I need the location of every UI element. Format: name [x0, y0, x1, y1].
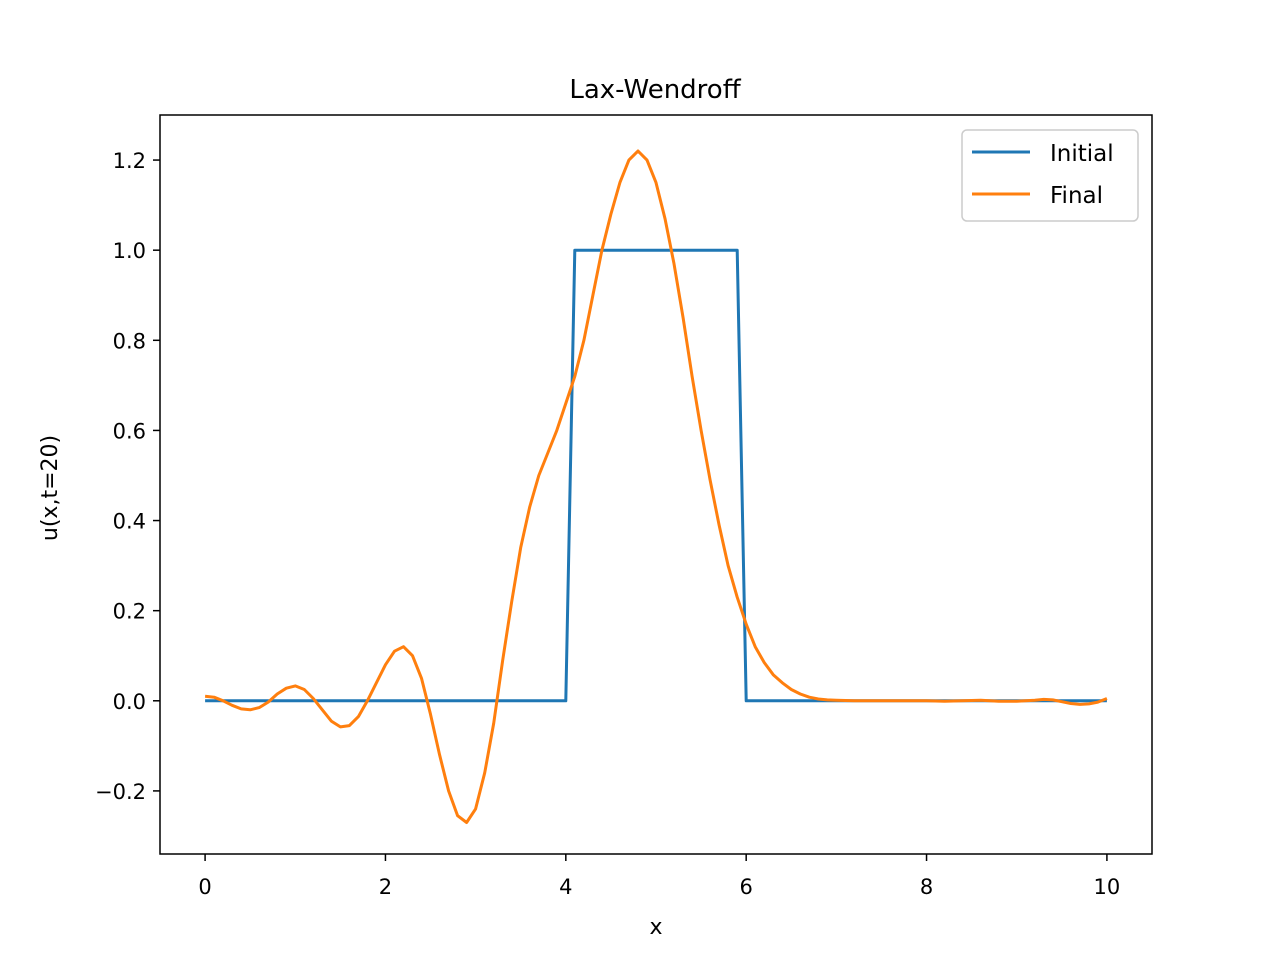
- x-axis: 0 2 4 6 8 10: [198, 854, 1120, 899]
- y-tick-label: 1.0: [113, 239, 146, 263]
- plot-frame: [159, 114, 1153, 855]
- series-layer: [204, 149, 1108, 824]
- chart-title: Lax-Wendroff: [569, 75, 741, 105]
- x-tick-label: 10: [1094, 875, 1121, 899]
- y-tick-label: 0.2: [113, 600, 146, 624]
- x-tick-label: 0: [198, 875, 211, 899]
- y-tick-label: 1.2: [113, 149, 146, 173]
- x-tick-label: 6: [739, 875, 752, 899]
- x-tick-label: 8: [920, 875, 933, 899]
- legend-label-final: Final: [1050, 183, 1103, 209]
- x-tick-label: 2: [379, 875, 392, 899]
- y-tick-label: −0.2: [95, 780, 146, 804]
- y-tick-label: 0.4: [113, 510, 146, 534]
- legend: Initial Final: [961, 129, 1139, 222]
- series-line-final: [204, 149, 1108, 824]
- y-tick-label: 0.0: [113, 690, 146, 714]
- x-axis-label: x: [649, 915, 662, 940]
- legend-label-initial: Initial: [1050, 141, 1114, 167]
- y-axis-label: u(x,t=20): [38, 435, 63, 541]
- series-line-initial: [205, 248, 1107, 703]
- y-tick-label: 0.6: [113, 419, 146, 443]
- y-tick-label: 0.8: [113, 329, 146, 353]
- y-axis: −0.2 0.0 0.2 0.4 0.6 0.8 1.0 1.2: [95, 149, 160, 804]
- x-tick-label: 4: [559, 875, 572, 899]
